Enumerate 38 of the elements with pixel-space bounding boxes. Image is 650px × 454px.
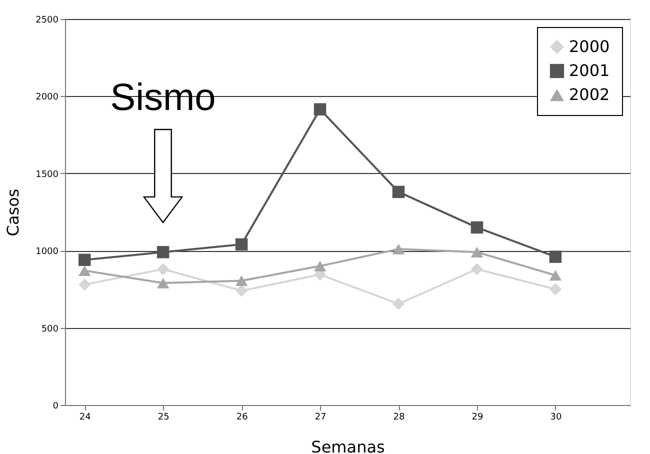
y-tick-label: 1000 — [36, 247, 59, 258]
y-axis-title: Casos — [4, 188, 23, 236]
point — [470, 263, 484, 276]
legend-label: 2002 — [569, 85, 610, 104]
point — [549, 270, 562, 281]
x-tick-label: 28 — [393, 412, 406, 422]
point — [314, 103, 326, 116]
x-tick-label: 30 — [550, 412, 562, 422]
legend-label: 2001 — [569, 61, 610, 80]
x-axis-title: Semanas — [311, 438, 385, 454]
point — [78, 265, 91, 276]
point — [470, 246, 484, 258]
point — [549, 250, 562, 263]
y-tick-label: 1500 — [36, 170, 59, 180]
legend-label: 2000 — [569, 37, 610, 56]
x-tick-label: 27 — [314, 412, 326, 422]
point — [392, 186, 405, 198]
point — [156, 278, 170, 288]
point — [235, 238, 248, 251]
point — [78, 278, 91, 291]
y-tick-label: 500 — [41, 324, 59, 334]
point — [549, 283, 562, 296]
point — [78, 254, 91, 266]
point — [392, 244, 405, 254]
y-tick-label: 0 — [52, 402, 59, 412]
y-tick-label: 2000 — [36, 92, 59, 103]
point — [314, 260, 326, 272]
point — [156, 263, 170, 276]
point — [235, 275, 248, 286]
x-tick-label: 26 — [236, 412, 248, 422]
y-tick-label: 2500 — [36, 16, 59, 26]
point — [156, 246, 170, 258]
x-tick-label: 25 — [158, 412, 170, 422]
point — [392, 298, 405, 310]
point — [235, 284, 248, 297]
x-tick-label: 24 — [79, 412, 92, 422]
x-tick-label: 29 — [472, 412, 484, 422]
point — [470, 221, 484, 234]
